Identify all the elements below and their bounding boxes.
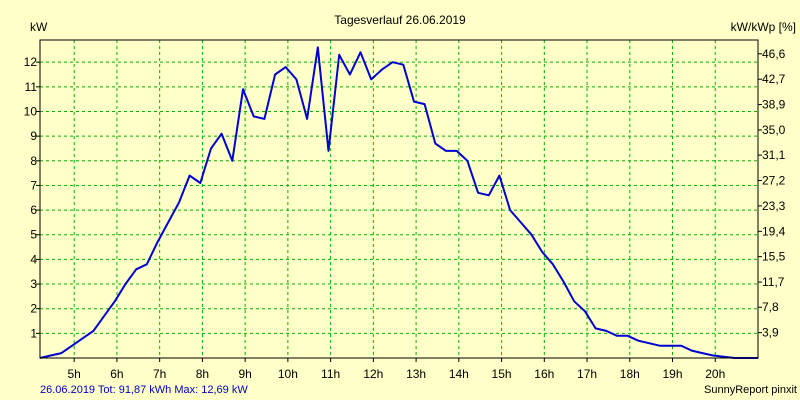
chart-title: Tagesverlauf 26.06.2019 [334, 13, 466, 27]
left-y-tick-label: 4 [30, 252, 37, 266]
credit-footer: SunnyReport pinxit [704, 384, 797, 396]
x-tick-label: 18h [620, 367, 640, 381]
x-tick-label: 15h [492, 367, 512, 381]
plot-area [39, 39, 759, 359]
x-tick-label: 8h [196, 367, 209, 381]
x-tick-label: 13h [406, 367, 426, 381]
daily-summary-footer: 26.06.2019 Tot: 91,87 kWh Max: 12,69 kW [40, 384, 248, 396]
left-y-tick-label: 12 [24, 55, 38, 69]
left-y-tick-label: 2 [30, 302, 37, 316]
x-tick-label: 19h [663, 367, 683, 381]
x-tick-label: 5h [68, 367, 81, 381]
x-tick-label: 11h [321, 367, 340, 381]
right-y-tick-label: 27,2 [762, 174, 786, 188]
right-y-tick-label: 3,9 [762, 326, 779, 340]
right-y-tick-label: 15,5 [762, 250, 786, 264]
x-tick-label: 7h [153, 367, 166, 381]
x-tick-label: 16h [534, 367, 554, 381]
x-tick-label: 20h [705, 367, 725, 381]
left-y-tick-label: 6 [30, 203, 37, 217]
left-y-tick-label: 3 [30, 277, 37, 291]
x-axis-ticks: 5h 6h 7h 8h 9h 10h 11h 12h 13h 14h 15h 16h 17h 18h 19h… [68, 358, 725, 381]
left-y-tick-label: 7 [30, 178, 37, 192]
x-tick-label: 14h [449, 367, 469, 381]
left-y-tick-label: 1 [30, 326, 37, 340]
left-y-tick-label: 11 [25, 80, 38, 94]
x-tick-label: 12h [363, 367, 383, 381]
left-y-tick-label: 9 [30, 129, 37, 143]
right-y-tick-label: 19,4 [762, 224, 786, 238]
left-axis-unit-label: kW [30, 20, 48, 34]
right-y-tick-label: 38,9 [762, 98, 786, 112]
plot-frame [39, 39, 759, 359]
right-y-tick-label: 42,7 [762, 72, 786, 86]
left-y-tick-label: 10 [24, 104, 38, 118]
x-tick-label: 9h [238, 367, 251, 381]
right-y-tick-label: 23,3 [762, 199, 786, 213]
left-y-tick-label: 8 [30, 154, 37, 168]
right-axis-unit-label: kW/kWp [%] [731, 20, 796, 34]
right-y-tick-label: 46,6 [762, 47, 786, 61]
right-y-tick-label: 31,1 [762, 148, 786, 162]
right-y-tick-label: 35,0 [762, 123, 786, 137]
right-y-axis-ticks: 3,9 7,8 11,7 15,5 19,4 23,3 27,2 31,1 35,0 38,9 42… [758, 47, 786, 340]
right-y-tick-label: 7,8 [762, 300, 779, 314]
x-tick-label: 10h [278, 367, 298, 381]
power-series-line [39, 46, 758, 359]
gridlines [40, 40, 758, 358]
x-tick-label: 6h [110, 367, 123, 381]
left-y-tick-label: 5 [30, 228, 37, 242]
right-y-tick-label: 11,7 [762, 275, 785, 289]
x-tick-label: 17h [577, 367, 597, 381]
